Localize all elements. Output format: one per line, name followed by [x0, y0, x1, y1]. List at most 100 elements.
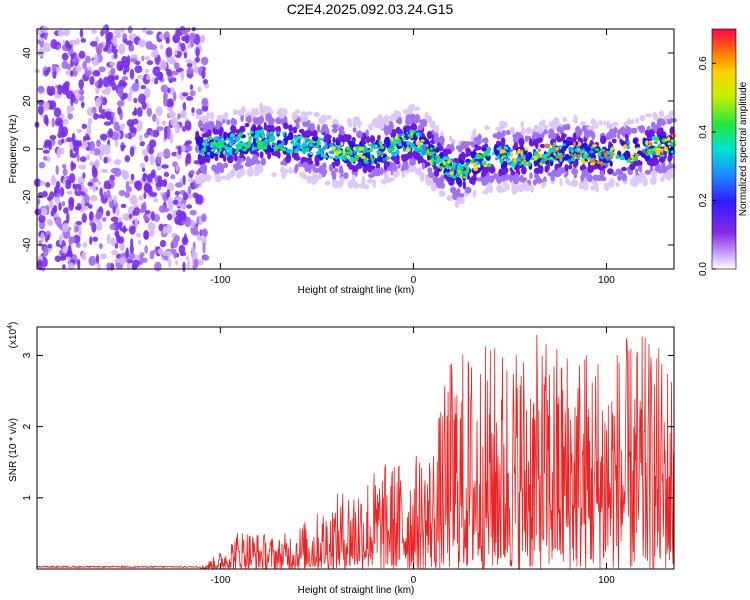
ridge-halo-blob — [414, 167, 419, 175]
noise-blob — [81, 213, 88, 223]
ridge-halo-blob — [224, 111, 229, 120]
ridge-halo-blob — [331, 124, 339, 129]
ridge-core-blob — [520, 151, 523, 157]
noise-blob — [129, 253, 136, 260]
noise-blob — [47, 243, 53, 249]
noise-blob — [163, 255, 169, 261]
ridge-halo-blob — [424, 161, 431, 167]
ridge-halo-blob — [214, 155, 219, 162]
noise-blob — [85, 55, 91, 64]
ridge-halo-blob — [537, 127, 543, 133]
ridge-halo-blob — [580, 180, 585, 185]
noise-blob — [152, 113, 157, 122]
ridge-core-blob — [666, 136, 671, 142]
ridge-core-blob — [247, 132, 250, 136]
noise-blob — [96, 263, 101, 271]
ridge-core-blob — [398, 143, 403, 147]
ridge-halo-blob — [639, 114, 646, 122]
ridge-halo-blob — [667, 154, 672, 163]
ridge-halo-blob — [317, 173, 322, 180]
noise-blob — [110, 237, 116, 247]
ridge-halo-blob — [586, 174, 593, 183]
ridge-core-blob — [352, 146, 357, 151]
ridge-core-blob — [421, 144, 427, 149]
ridge-core-blob — [546, 157, 552, 161]
ridge-halo-blob — [561, 145, 567, 152]
ridge-core-blob — [595, 148, 599, 152]
ridge-halo-blob — [349, 142, 353, 147]
noise-blob — [139, 141, 145, 147]
noise-blob — [148, 139, 157, 149]
ridge-core-blob — [431, 160, 434, 166]
noise-blob — [150, 130, 154, 137]
ridge-core-blob — [436, 155, 440, 161]
ridge-halo-blob — [600, 168, 605, 178]
noise-blob — [37, 259, 43, 271]
ridge-core-blob — [510, 151, 514, 157]
ridge-halo-blob — [255, 116, 259, 126]
noise-blob — [83, 187, 89, 194]
ridge-halo-blob — [347, 121, 353, 128]
ridge-halo-blob — [198, 158, 206, 164]
noise-blob — [187, 178, 196, 183]
noise-blob — [166, 189, 171, 200]
ridge-core-blob — [380, 145, 385, 150]
ridge-halo-blob — [580, 174, 584, 182]
ridge-halo-blob — [430, 120, 436, 128]
noise-blob — [181, 236, 189, 246]
noise-blob — [159, 71, 163, 80]
ridge-halo-blob — [543, 129, 548, 135]
ridge-halo-blob — [347, 162, 352, 168]
noise-blob — [50, 210, 55, 217]
ridge-halo-blob — [226, 154, 234, 164]
ridge-halo-blob — [277, 151, 281, 159]
noise-blob — [139, 162, 145, 168]
noise-blob — [94, 159, 100, 169]
ridge-halo-blob — [223, 155, 227, 162]
noise-blob — [38, 162, 46, 169]
ridge-halo-blob — [493, 173, 498, 179]
ridge-core-blob — [240, 141, 246, 147]
ridge-halo-blob — [539, 143, 546, 149]
noise-blob — [43, 246, 49, 257]
ridge-core-blob — [429, 147, 433, 151]
ridge-core-blob — [366, 149, 370, 153]
noise-blob — [115, 125, 121, 132]
ridge-halo-blob — [649, 166, 654, 172]
ridge-halo-blob — [483, 137, 489, 144]
ridge-halo-blob — [427, 167, 433, 174]
noise-blob — [83, 136, 91, 141]
noise-blob — [62, 82, 70, 92]
spectrogram-x-axis-label: Height of straight line (km) — [298, 285, 415, 296]
ridge-halo-blob — [317, 123, 321, 133]
noise-blob — [68, 236, 73, 247]
ridge-halo-blob — [209, 111, 215, 120]
noise-blob — [196, 108, 203, 116]
ridge-halo-blob — [331, 171, 337, 180]
noise-blob — [172, 117, 179, 129]
ridge-core-blob — [251, 146, 255, 152]
ridge-core-blob — [407, 141, 412, 144]
ridge-core-blob — [319, 138, 325, 141]
ridge-halo-blob — [485, 186, 489, 195]
ridge-core-blob — [309, 151, 313, 156]
ridge-core-blob — [360, 155, 366, 159]
ridge-halo-blob — [660, 176, 665, 182]
noise-blob — [198, 258, 204, 266]
noise-blob — [96, 220, 103, 232]
ridge-halo-blob — [476, 145, 482, 151]
noise-blob — [59, 147, 65, 155]
ridge-halo-blob — [383, 161, 388, 171]
ridge-core-blob — [560, 153, 563, 158]
noise-blob — [119, 227, 128, 232]
ridge-core-blob — [486, 153, 491, 157]
ridge-core-blob — [320, 151, 324, 157]
noise-blob — [55, 117, 63, 126]
noise-blob — [158, 223, 164, 232]
ridge-core-blob — [292, 143, 296, 147]
ridge-halo-blob — [198, 120, 203, 129]
ridge-halo-blob — [499, 127, 503, 133]
ridge-halo-blob — [313, 111, 320, 118]
ridge-halo-blob — [568, 164, 573, 170]
ridge-core-blob — [485, 149, 491, 154]
